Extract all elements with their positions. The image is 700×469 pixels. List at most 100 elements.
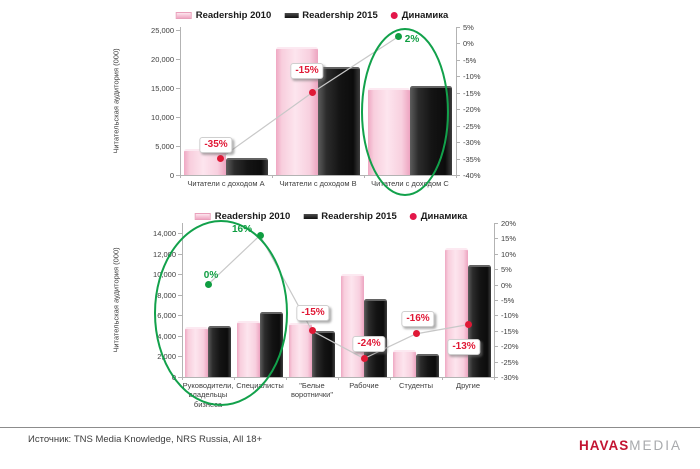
y2-tick bbox=[494, 269, 498, 271]
y2-tick-label: -15% bbox=[463, 88, 481, 98]
y2-tick bbox=[494, 346, 498, 348]
y2-tick-label: -35% bbox=[463, 154, 481, 164]
source-note: Источник: TNS Media Knowledge, NRS Russi… bbox=[28, 434, 263, 445]
footer-divider bbox=[0, 427, 700, 428]
legend-label: Readership 2010 bbox=[214, 211, 291, 222]
y-tick bbox=[178, 294, 182, 296]
legend-label: Динамика bbox=[420, 211, 468, 222]
dark-bar-swatch-icon bbox=[284, 13, 299, 18]
dynamics-point bbox=[216, 155, 224, 163]
y2-tick bbox=[494, 238, 498, 240]
bar-readership-2010 bbox=[445, 248, 468, 377]
x-tick bbox=[494, 377, 495, 380]
y-tick-label: 6,000 bbox=[157, 311, 176, 321]
bar-readership-2015 bbox=[468, 264, 491, 377]
y-tick-label: 8,000 bbox=[157, 290, 176, 300]
y2-tick bbox=[456, 175, 460, 176]
y2-tick-label: -10% bbox=[463, 72, 481, 82]
y2-tick-label: -15% bbox=[501, 326, 519, 336]
dynamics-point bbox=[204, 281, 212, 289]
bar-readership-2015 bbox=[416, 354, 439, 377]
y-tick-label: 4,000 bbox=[157, 331, 176, 341]
dynamics-dot-icon bbox=[390, 12, 398, 19]
x-axis-line bbox=[180, 175, 457, 176]
y-tick bbox=[176, 117, 180, 118]
y2-tick-label: 10% bbox=[501, 249, 517, 259]
category-label: Читатели с доходом B bbox=[279, 179, 357, 188]
y-tick-label: 20,000 bbox=[151, 55, 174, 64]
dynamics-label: -35% bbox=[199, 136, 233, 153]
dynamics-point bbox=[308, 89, 316, 97]
x-tick bbox=[234, 377, 235, 380]
y2-tick-label: 0% bbox=[463, 39, 474, 49]
bar-readership-2015 bbox=[260, 312, 283, 377]
y2-tick bbox=[456, 142, 460, 144]
legend-item: Readership 2015 bbox=[284, 10, 378, 21]
y2-tick bbox=[494, 377, 498, 378]
y2-tick-label: -5% bbox=[501, 296, 515, 305]
legend-label: Readership 2015 bbox=[321, 211, 397, 222]
y2-tick bbox=[456, 109, 460, 111]
y-tick bbox=[178, 335, 182, 337]
legend-label: Readership 2010 bbox=[195, 10, 272, 21]
y2-tick bbox=[456, 27, 460, 28]
y-tick bbox=[178, 356, 182, 358]
y2-tick-label: 0% bbox=[501, 280, 512, 290]
y-axis-line bbox=[180, 27, 181, 176]
y2-tick-label: -5% bbox=[463, 55, 477, 65]
dynamics-label: -13% bbox=[447, 338, 481, 355]
y2-tick bbox=[456, 158, 460, 160]
y2-tick bbox=[456, 43, 460, 45]
dynamics-dot-icon bbox=[409, 213, 417, 220]
dynamics-label: -16% bbox=[401, 310, 435, 327]
y2-tick-label: 5% bbox=[463, 23, 474, 32]
y2-tick-label: -20% bbox=[463, 105, 481, 115]
legend-item: Динамика bbox=[409, 211, 468, 222]
havas-media-logo: HAVASMEDIA bbox=[579, 437, 682, 455]
x-tick bbox=[286, 377, 287, 380]
y-tick bbox=[176, 175, 180, 176]
y-tick bbox=[176, 88, 180, 89]
y-tick bbox=[178, 253, 182, 255]
dynamics-point bbox=[360, 355, 368, 363]
dynamics-label: 16% bbox=[231, 224, 253, 236]
y2-tick-label: 15% bbox=[501, 234, 517, 244]
y2-tick bbox=[494, 300, 498, 301]
x-tick bbox=[456, 175, 457, 178]
x-tick bbox=[442, 377, 443, 380]
dynamics-point bbox=[394, 33, 402, 41]
y2-tick-label: -20% bbox=[501, 342, 519, 352]
y-tick bbox=[176, 59, 180, 60]
bar-readership-2010 bbox=[237, 321, 260, 377]
dynamics-point bbox=[308, 327, 316, 335]
dynamics-point bbox=[464, 321, 472, 329]
y2-tick-label: -25% bbox=[501, 357, 519, 367]
x-tick bbox=[338, 377, 339, 380]
y2-tick bbox=[494, 330, 498, 332]
y2-tick-label: 20% bbox=[501, 219, 517, 228]
y-tick bbox=[178, 315, 182, 317]
y2-tick-label: -40% bbox=[463, 171, 481, 180]
bar-readership-2010 bbox=[393, 350, 416, 377]
pink-bar-swatch-icon bbox=[175, 12, 192, 19]
chart-legend: Readership 2010 Readership 2015 Динамика bbox=[175, 10, 448, 21]
x-tick bbox=[180, 175, 181, 178]
y2-tick bbox=[494, 284, 498, 286]
y-tick-label: 15,000 bbox=[151, 84, 174, 93]
category-label: Читатели с доходом A bbox=[187, 179, 265, 188]
y-tick bbox=[176, 30, 180, 31]
dynamics-point bbox=[256, 231, 264, 239]
dynamics-point bbox=[412, 330, 420, 338]
y-tick-label: 2,000 bbox=[157, 352, 176, 362]
media-wordmark: MEDIA bbox=[629, 438, 682, 453]
havas-wordmark: HAVAS bbox=[578, 438, 630, 453]
y2-tick bbox=[494, 253, 498, 255]
y-tick bbox=[178, 274, 182, 276]
y-tick bbox=[176, 146, 180, 147]
x-tick bbox=[272, 175, 273, 178]
dynamics-label: -15% bbox=[290, 62, 324, 79]
dark-bar-swatch-icon bbox=[303, 214, 318, 219]
y2-tick-label: -30% bbox=[501, 373, 519, 382]
y-tick-label: 10,000 bbox=[151, 113, 174, 122]
